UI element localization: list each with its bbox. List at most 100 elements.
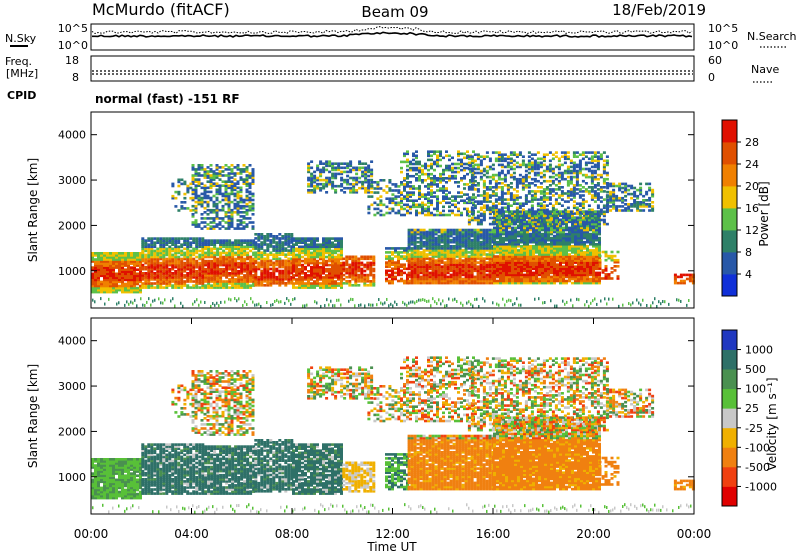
power-echo-cell: [610, 277, 614, 280]
power-echo-cell: [219, 272, 223, 275]
power-echo-cell: [407, 263, 411, 266]
power-echo-cell: [464, 275, 468, 279]
power-echo-cell: [544, 281, 547, 285]
power-echo-cell: [141, 263, 145, 267]
power-echo-cell: [203, 192, 207, 196]
power-echo-cell: [691, 281, 695, 285]
power-echo-cell: [550, 255, 553, 258]
power-echo-cell: [313, 237, 316, 240]
power-echo-cell: [388, 251, 391, 254]
power-echo-cell: [325, 255, 328, 259]
power-echo-cell: [523, 226, 526, 230]
power-echo-cell: [461, 255, 465, 258]
power-echo-cell: [313, 191, 317, 194]
power-echo-cell: [541, 275, 544, 279]
power-echo-cell: [349, 164, 353, 168]
power-echo-cell: [406, 197, 409, 200]
power-echo-cell: [592, 238, 595, 242]
power-echo-cell: [153, 259, 157, 263]
power-echo-cell: [458, 265, 462, 268]
power-echo-cell: [406, 150, 409, 153]
power-echo-cell: [200, 164, 204, 167]
power-echo-cell: [292, 243, 295, 246]
power-echo-cell: [529, 263, 532, 266]
power-echo-cell: [499, 275, 502, 279]
power-echo-cell: [133, 266, 136, 269]
power-echo-cell: [574, 236, 577, 240]
power-echo-cell: [565, 238, 568, 242]
power-echo-cell: [496, 210, 499, 213]
power-echo-cell: [488, 279, 492, 283]
power-echo-cell: [425, 277, 429, 281]
power-echo-cell: [607, 273, 611, 276]
power-echo-cell: [565, 257, 568, 260]
power-echo-cell: [391, 261, 394, 264]
power-echo-cell: [195, 261, 199, 265]
power-echo-cell: [248, 204, 252, 208]
power-echo-cell: [219, 270, 223, 273]
power-echo-cell: [337, 166, 341, 170]
power-echo-cell: [246, 247, 250, 251]
power-echo-cell: [319, 168, 323, 172]
power-echo-cell: [213, 280, 217, 283]
power-echo-cell: [586, 232, 589, 236]
power-echo-cell: [130, 284, 133, 288]
power-echo-cell: [499, 212, 502, 215]
power-echo-cell: [437, 238, 441, 242]
power-echo-cell: [97, 286, 100, 290]
power-echo-cell: [544, 255, 547, 258]
power-echo-cell: [234, 241, 238, 244]
power-echo-cell: [307, 270, 310, 273]
power-echo-cell: [209, 225, 213, 228]
power-echo-cell: [121, 260, 124, 263]
power-echo-cell: [577, 236, 580, 240]
power-echo-cell: [430, 185, 433, 188]
power-echo-cell: [275, 275, 279, 279]
power-echo-cell: [100, 274, 103, 278]
power-echo-cell: [418, 168, 421, 172]
power-echo-cell: [206, 186, 210, 190]
power-echo-cell: [467, 271, 471, 275]
power-echo-cell: [458, 269, 462, 273]
power-echo-cell: [334, 270, 337, 273]
power-echo-cell: [275, 255, 279, 259]
power-echo-cell: [559, 226, 562, 230]
power-echo-cell: [103, 282, 106, 286]
power-echo-cell: [230, 180, 234, 183]
power-echo-cell: [443, 277, 447, 281]
power-echo-cell: [240, 282, 244, 285]
power-echo-cell: [328, 270, 331, 273]
power-echo-cell: [254, 271, 258, 275]
power-echo-cell: [345, 275, 349, 279]
power-echo-cell: [372, 269, 376, 273]
power-echo-cell: [422, 261, 426, 264]
power-echo-cell: [556, 210, 559, 213]
power-echo-cell: [349, 160, 353, 163]
power-echo-cell: [144, 243, 148, 246]
power-echo-cell: [313, 241, 316, 244]
power-echo-cell: [319, 278, 322, 281]
power-echo-cell: [210, 239, 214, 242]
power-echo-cell: [94, 254, 97, 257]
power-echo-cell: [334, 249, 337, 253]
power-echo-cell: [559, 224, 562, 228]
power-echo-cell: [499, 261, 502, 264]
power-echo-cell: [254, 251, 258, 254]
power-echo-cell: [115, 286, 118, 290]
power-echo-cell: [115, 282, 118, 286]
power-echo-cell: [194, 180, 198, 183]
power-echo-cell: [412, 162, 415, 166]
power-echo-cell: [316, 245, 319, 249]
power-echo-cell: [562, 218, 565, 222]
power-echo-cell: [215, 190, 219, 194]
power-echo-cell: [162, 249, 166, 253]
power-echo-cell: [272, 275, 276, 279]
power-echo-cell: [443, 228, 447, 232]
power-echo-cell: [147, 253, 151, 257]
power-echo-cell: [379, 201, 383, 205]
power-echo-cell: [514, 236, 517, 240]
power-echo-cell: [251, 172, 255, 175]
power-echo-cell: [287, 235, 291, 238]
power-echo-cell: [210, 280, 214, 283]
power-echo-cell: [219, 282, 223, 285]
